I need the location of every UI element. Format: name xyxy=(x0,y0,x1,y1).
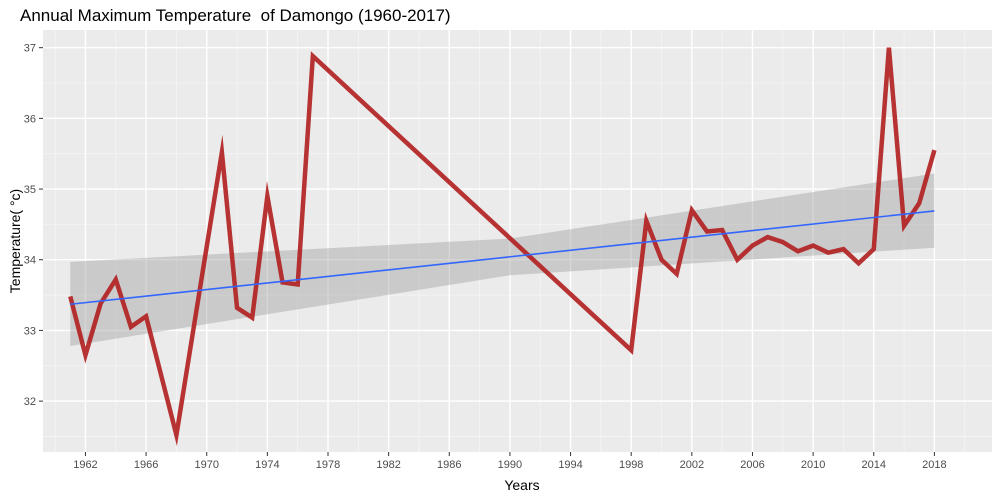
x-tick-label: 1970 xyxy=(194,459,218,471)
confidence-band xyxy=(70,173,935,346)
grid-major xyxy=(43,30,992,452)
x-tick-label: 2018 xyxy=(922,459,946,471)
y-tick-label: 34 xyxy=(24,255,36,267)
x-tick-label: 1994 xyxy=(558,459,582,471)
y-axis-title: Temperature( °c) xyxy=(7,189,23,293)
x-tick-label: 1982 xyxy=(376,459,400,471)
chart-title: Annual Maximum Temperature of Damongo (1… xyxy=(20,6,451,25)
y-tick-label: 32 xyxy=(24,396,36,408)
x-tick-label: 2002 xyxy=(680,459,704,471)
plot-panel xyxy=(43,30,992,452)
x-tick-label: 1974 xyxy=(255,459,279,471)
x-tick-label: 1978 xyxy=(316,459,340,471)
y-tick-label: 37 xyxy=(24,43,36,55)
grid-minor xyxy=(43,30,992,452)
y-tick-label: 35 xyxy=(24,184,36,196)
trend-line xyxy=(70,210,935,306)
series-layer xyxy=(68,47,937,447)
temperature-series-line xyxy=(68,47,937,447)
x-tick-label: 2010 xyxy=(801,459,825,471)
x-tick-label: 1986 xyxy=(437,459,461,471)
x-tick-label: 1966 xyxy=(134,459,158,471)
axis-layer: 1962 1966 1970 1974 1978 1982 1986 1990 1994 1998… xyxy=(24,43,947,471)
x-tick-label: 1962 xyxy=(73,459,97,471)
x-tick-label: 2006 xyxy=(740,459,764,471)
y-tick-label: 33 xyxy=(24,325,36,337)
x-axis-title: Years xyxy=(504,477,539,493)
y-tick-label: 36 xyxy=(24,113,36,125)
x-tick-label: 1990 xyxy=(498,459,522,471)
confidence-band-layer xyxy=(70,173,935,346)
x-tick-label: 1998 xyxy=(619,459,643,471)
x-tick-label: 2014 xyxy=(862,459,886,471)
